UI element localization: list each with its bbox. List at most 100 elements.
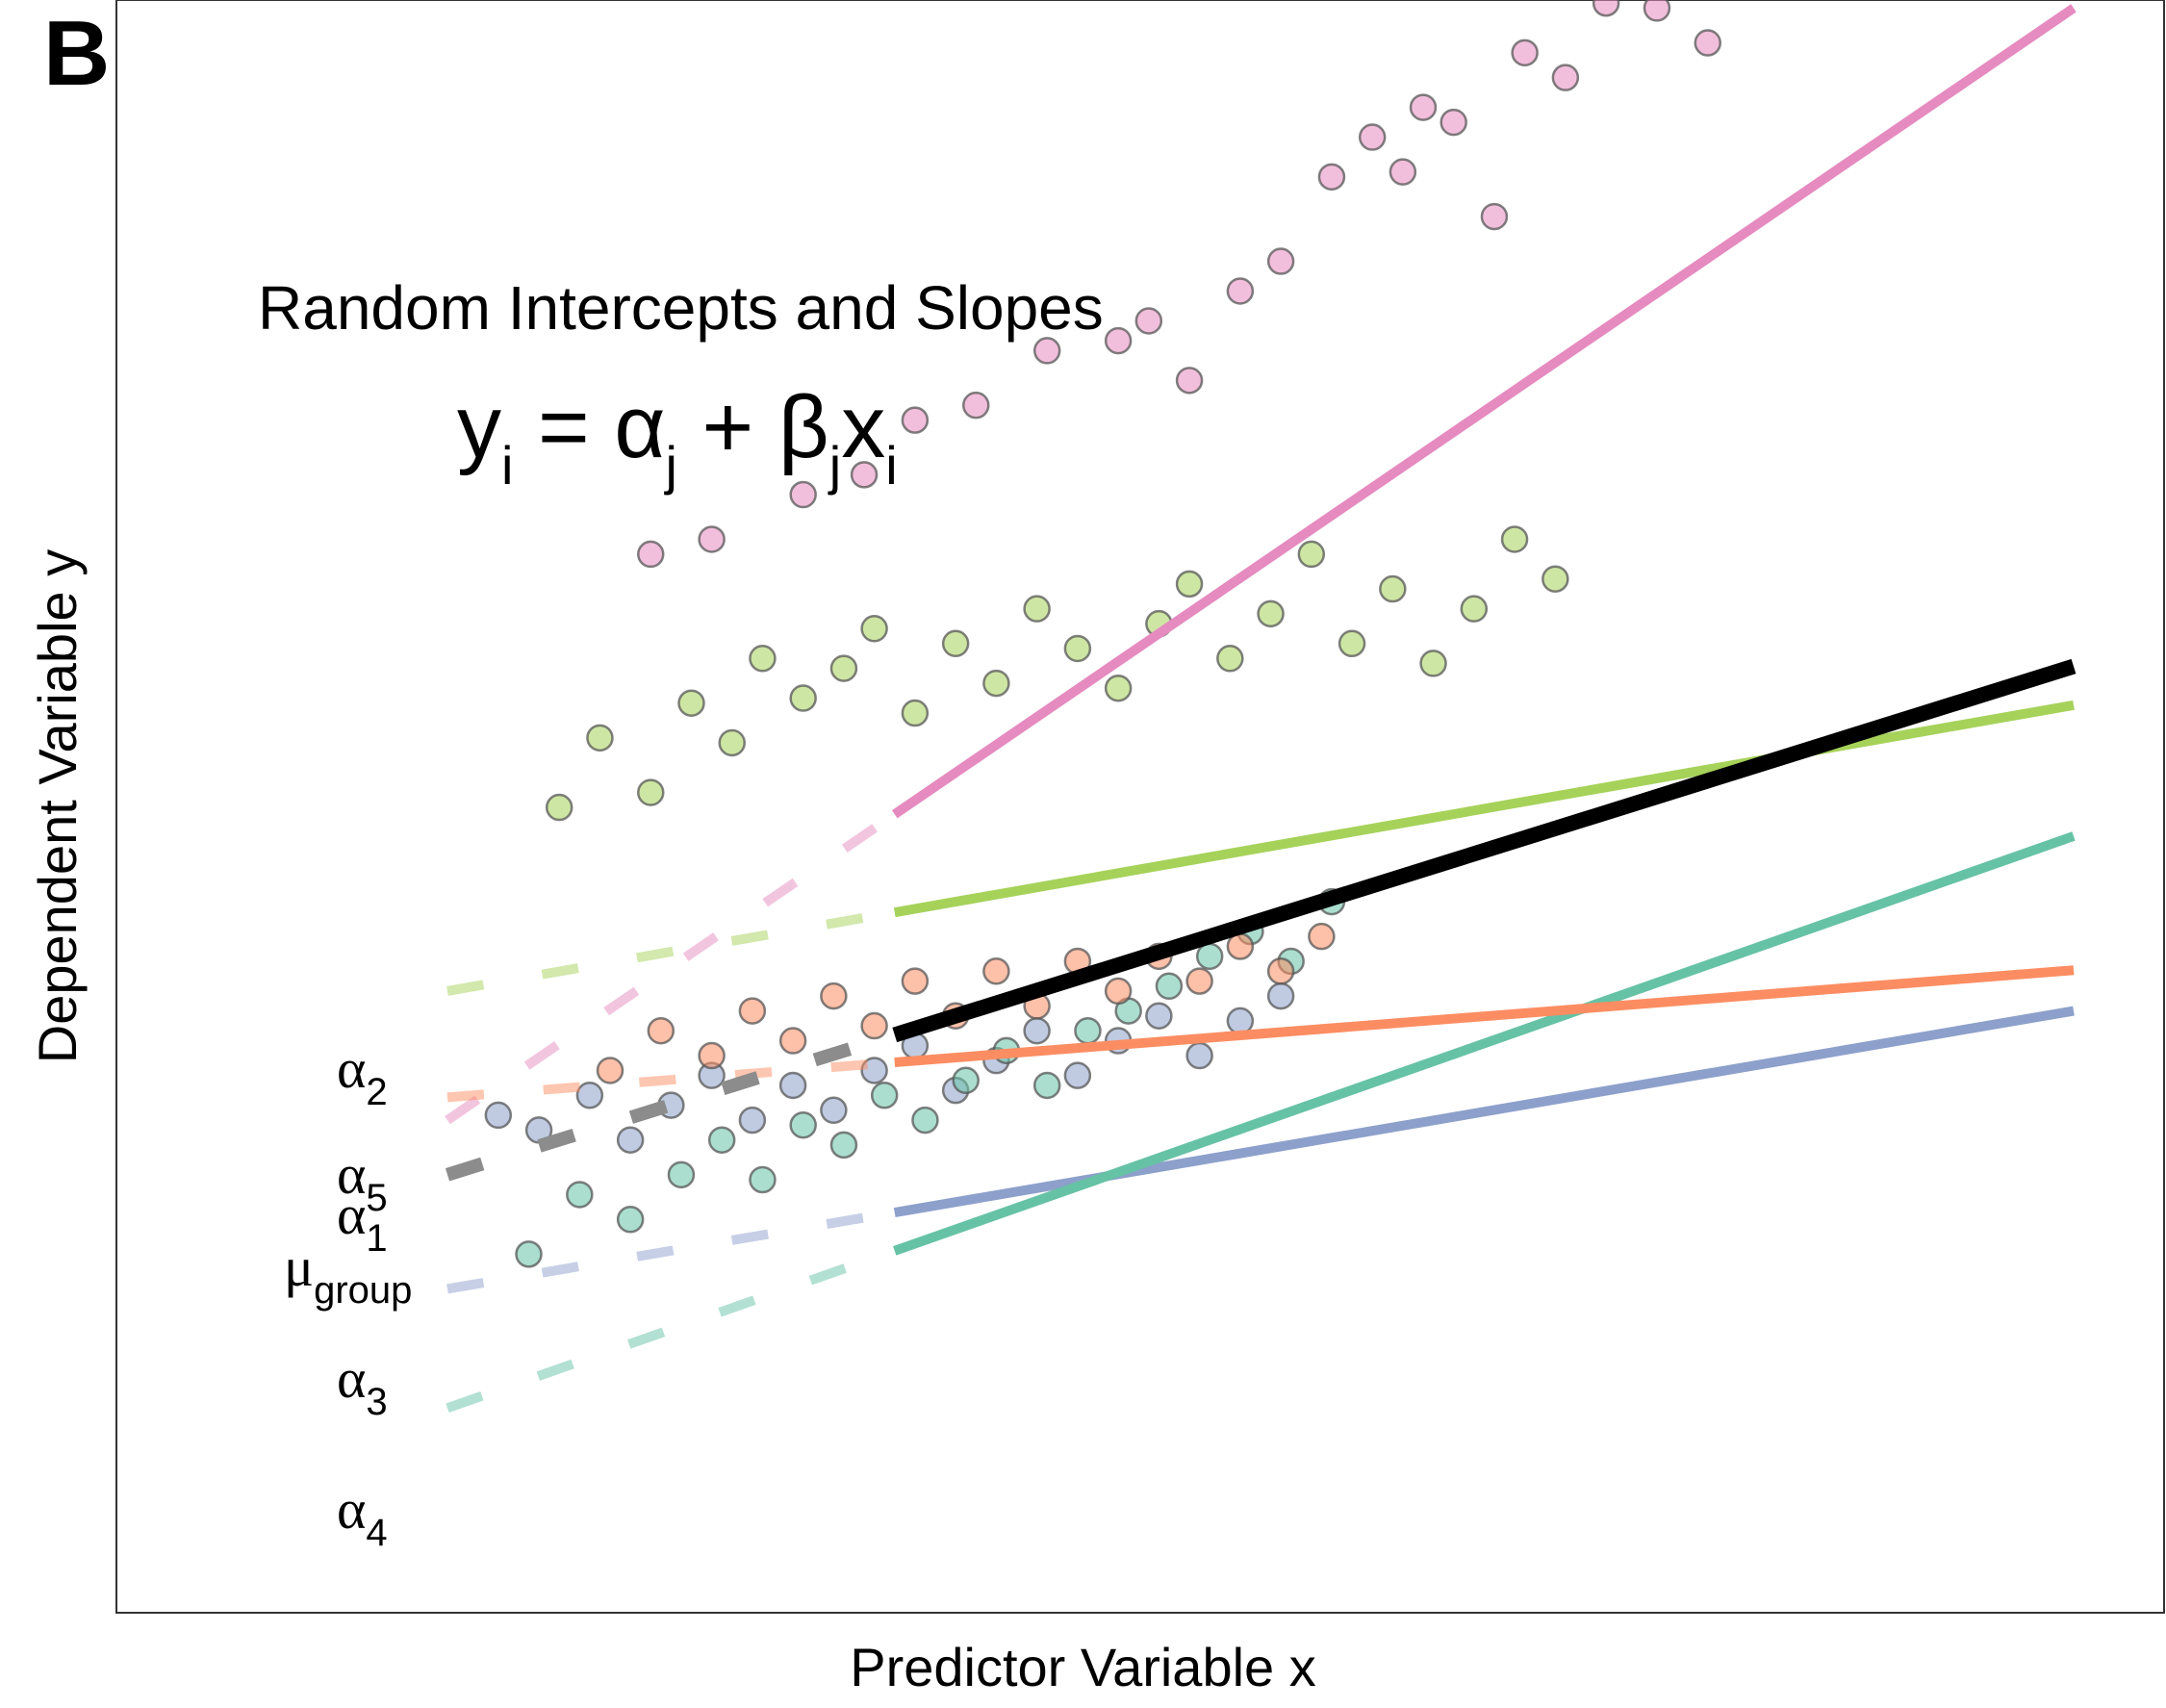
point-group1-7 [1104,326,1133,355]
point-group1-18 [1511,38,1539,67]
eq-alpha-sub: j [665,435,677,496]
y-axis-label: Dependent Variable y [27,548,88,1064]
point-group1-6 [1032,337,1061,365]
point-group5-2 [698,1041,726,1070]
alpha2-subscript: 2 [366,1071,388,1113]
point-group2-0 [545,793,573,822]
point-group3-8 [820,1096,848,1125]
point-group2-25 [1542,565,1569,593]
point-group4-13 [1074,1016,1102,1045]
mu-symbol: μ [284,1236,315,1298]
point-group2-12 [1023,595,1051,623]
point-group4-4 [707,1126,736,1154]
intercept-label-alpha1: α1 [337,1184,388,1260]
lines-layer [445,4,2077,1414]
alpha5-symbol: α [337,1143,367,1206]
point-group3-14 [1063,1061,1092,1089]
point-group5-17 [1308,922,1336,951]
point-group4-0 [515,1240,543,1268]
alpha4-subscript: 4 [366,1512,388,1554]
point-group3-19 [1266,981,1295,1010]
point-group1-14 [1389,158,1417,186]
intercept-label-alpha4: α4 [337,1482,388,1554]
point-group4-1 [566,1181,594,1209]
point-group2-4 [718,728,746,757]
alpha2-symbol: α [337,1037,367,1100]
point-group1-2 [789,480,817,509]
point-group2-20 [1338,629,1366,658]
dashed-extension-group5 [446,1058,896,1103]
dashed-extension-mean [445,1028,897,1182]
dashed-extension-group4 [446,1246,897,1414]
point-group1-12 [1317,163,1346,191]
point-group5-7 [901,967,930,995]
point-group1-10 [1226,277,1255,305]
point-group4-12 [1032,1071,1061,1100]
point-group1-16 [1440,108,1467,137]
point-group1-11 [1266,247,1295,275]
point-group2-5 [749,645,777,673]
point-group1-22 [1694,29,1721,57]
point-group5-12 [1104,977,1133,1006]
eq-y-sub: i [501,435,514,496]
point-group2-14 [1104,674,1133,702]
eq-alpha: α [614,378,666,476]
eq-equals: = [513,378,615,476]
point-group2-21 [1379,574,1407,603]
point-group4-3 [667,1160,696,1189]
model-equation: yi = αj + βjxi [457,383,898,493]
plot-frame [115,0,2165,1614]
x-axis-label: Predictor Variable x [850,1637,1316,1697]
mu-subscript: group [314,1269,413,1312]
point-group2-24 [1500,525,1529,553]
point-group1-21 [1643,0,1671,22]
point-group2-22 [1419,650,1447,677]
eq-y: y [457,378,501,476]
point-group1-5 [962,391,990,420]
point-group1-1 [698,525,726,553]
point-group2-9 [901,699,930,727]
eq-plus: + [676,378,778,476]
point-group5-16 [1266,957,1295,985]
chart-title: Random Intercepts and Slopes [258,273,1104,343]
point-group1-20 [1592,0,1620,17]
eq-x-sub: i [885,435,898,496]
point-group3-18 [1226,1007,1255,1035]
point-group5-4 [778,1027,807,1055]
alpha4-symbol: α [337,1478,367,1541]
point-group1-17 [1480,202,1509,231]
intercept-label-alpha5: α5 [337,1147,388,1218]
point-group2-1 [586,724,614,752]
dashed-extension-group2 [446,907,896,996]
point-group5-1 [647,1016,675,1045]
point-group3-7 [778,1071,807,1100]
dashed-extension-group3 [446,1208,896,1294]
point-group4-2 [616,1206,645,1234]
intercept-label-alpha2: α2 [337,1041,388,1113]
point-group5-5 [820,981,848,1010]
point-group2-23 [1460,595,1489,623]
point-group4-8 [870,1082,899,1109]
fit-line-group5 [894,965,2075,1068]
eq-x: x [841,378,886,476]
alpha1-symbol: α [337,1184,367,1246]
point-group5-9 [982,957,1010,985]
point-group1-0 [637,540,665,569]
point-group5-6 [860,1011,888,1040]
point-group1-4 [901,406,930,434]
point-group1-9 [1175,367,1204,395]
point-group5-3 [738,997,767,1025]
dashed-extension-group1 [445,810,898,1125]
intercept-label-alpha3: α3 [337,1351,388,1422]
point-group2-2 [637,778,665,806]
point-group5-14 [1185,967,1213,995]
point-group3-17 [1185,1041,1213,1070]
point-group2-8 [860,615,888,643]
fit-line-group2 [893,700,2075,918]
panel-letter: B [43,2,111,105]
point-group3-16 [1145,1002,1173,1030]
point-group3-3 [616,1126,645,1154]
point-group1-3 [850,461,879,489]
alpha1-subscript: 1 [366,1217,388,1260]
point-group4-10 [952,1066,980,1095]
